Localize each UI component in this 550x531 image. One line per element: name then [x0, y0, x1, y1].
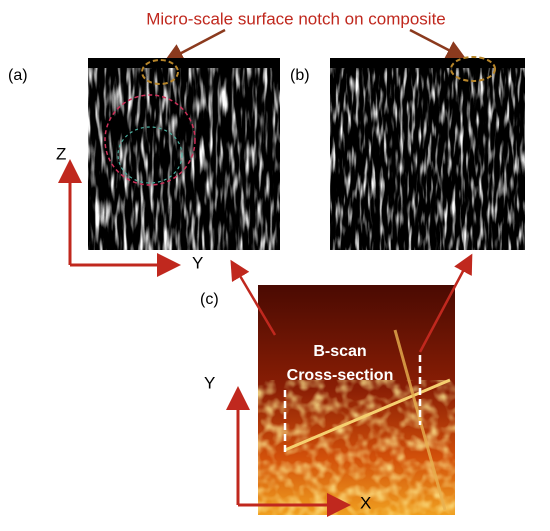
annotation: Cross-section [287, 367, 394, 384]
axis-label: Y [204, 373, 215, 392]
panel-label: (b) [290, 67, 310, 84]
panel-c-image [258, 285, 455, 515]
axis-label: X [360, 493, 371, 512]
pointer-arrow [163, 28, 226, 63]
panel-a-image [88, 58, 280, 250]
annotation: B-scan [313, 343, 366, 360]
axis-label: Y [192, 253, 203, 272]
link-arrow [230, 259, 277, 336]
figure-title: Micro-scale surface notch on composite [146, 9, 446, 28]
panel-label: (c) [200, 291, 219, 308]
pointer-arrow [409, 28, 467, 60]
link-arrow [418, 253, 473, 353]
panel-b-image [330, 56, 525, 250]
panel-label: (a) [8, 67, 28, 84]
axis-label: Z [56, 144, 66, 163]
